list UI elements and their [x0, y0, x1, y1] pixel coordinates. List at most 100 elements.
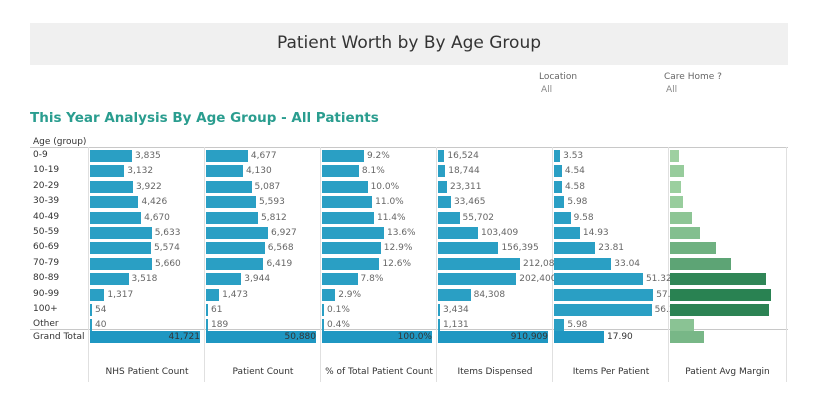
row-header: Age (group) — [33, 137, 87, 147]
filter-location-value: All — [541, 85, 553, 95]
bar-value-label: 5,574 — [154, 243, 180, 254]
bar-patient-count — [206, 211, 259, 224]
bar-value-label: 54 — [95, 305, 107, 315]
section-title: This Year Analysis By Age Group - All Pa… — [30, 110, 379, 126]
row-label-Other: Other — [33, 319, 59, 330]
bar-value-label: 5,633 — [154, 228, 181, 238]
bar-patient-avg-margin — [670, 227, 700, 239]
row-label-10-19: 10-19 — [33, 165, 60, 176]
grid-line-top — [30, 147, 788, 148]
total-bar — [322, 331, 432, 343]
bar-items-dispensed — [438, 165, 446, 178]
bar-items-per-patient — [554, 257, 612, 270]
bar-patient-avg-margin — [670, 196, 684, 209]
total-value-label: 50,880 — [284, 332, 317, 342]
bar-items-per-patient — [554, 165, 562, 178]
column-divider — [786, 147, 787, 382]
bar-patient-avg-margin — [670, 150, 679, 162]
bar-value-label: 33,465 — [453, 197, 486, 208]
bar-patient-count — [206, 273, 242, 286]
total-bar — [554, 331, 604, 343]
bar-value-label: 23,311 — [450, 181, 482, 192]
bar-value-label: 4,426 — [141, 197, 168, 208]
bar-nhs-patient-count — [90, 211, 142, 224]
column-divider — [668, 147, 669, 382]
column-title: Patient Avg Margin — [685, 367, 770, 377]
bar-value-label: 4.58 — [564, 181, 585, 192]
bar-patient-count — [206, 227, 268, 239]
bar-value-label: 23.81 — [598, 243, 625, 254]
bar-patient-count — [206, 165, 243, 178]
filter-care-home-value: All — [666, 85, 678, 95]
bar-patient-avg-margin — [670, 304, 769, 316]
bar-patient-avg-margin — [670, 257, 731, 270]
row-label-80-89: 80-89 — [33, 273, 60, 284]
bar-value-label: 212,086 — [523, 258, 561, 269]
grid-line-total — [30, 329, 788, 330]
column-title: % of Total Patient Count — [325, 367, 433, 377]
filter-location-label: Location — [539, 72, 578, 82]
bar-value-label: 10.0% — [370, 181, 400, 192]
bar--of-total-patient-count — [322, 257, 380, 270]
bar--of-total-patient-count — [322, 319, 324, 332]
bar-value-label: 3,944 — [244, 274, 271, 285]
bar-value-label: 61 — [211, 305, 223, 315]
row-label-0-9: 0-9 — [33, 150, 48, 160]
bar-items-per-patient — [554, 196, 565, 209]
bar-value-label: 3,835 — [135, 151, 161, 161]
bar--of-total-patient-count — [322, 150, 364, 162]
bar-value-label: 7.8% — [360, 274, 384, 285]
bar-items-dispensed — [438, 180, 447, 193]
bar-value-label: 4,130 — [245, 166, 272, 177]
bar-value-label: 5,812 — [261, 212, 287, 223]
bar-value-label: 1,131 — [443, 320, 469, 331]
bar-value-label: 3,518 — [131, 274, 158, 285]
bar--of-total-patient-count — [322, 196, 373, 209]
bar-nhs-patient-count — [90, 288, 105, 301]
grand-total-label: Grand Total — [33, 332, 85, 342]
bar-value-label: 5.98 — [567, 320, 588, 331]
bar-value-label: 16,524 — [447, 151, 479, 161]
bar-value-label: 6,568 — [267, 243, 294, 254]
filter-location[interactable]: Location All — [539, 71, 577, 97]
total-bar — [670, 331, 705, 343]
bar--of-total-patient-count — [322, 242, 381, 255]
row-label-50-59: 50-59 — [33, 227, 60, 237]
bar-nhs-patient-count — [90, 304, 92, 316]
bar-patient-avg-margin — [670, 242, 717, 255]
column-divider — [204, 147, 205, 382]
bar-value-label: 56.30 — [654, 305, 681, 315]
bar-nhs-patient-count — [90, 227, 152, 239]
bar--of-total-patient-count — [322, 165, 359, 178]
column-title: Items Dispensed — [457, 367, 533, 377]
bar-patient-count — [206, 150, 248, 162]
column-divider — [436, 147, 437, 382]
bar-patient-count — [206, 304, 208, 316]
bar-value-label: 8.1% — [361, 166, 385, 177]
bar-items-dispensed — [438, 227, 478, 239]
bar-value-label: 12.6% — [382, 258, 412, 269]
bar-value-label: 5,593 — [259, 197, 285, 208]
bar-value-label: 57.24 — [656, 289, 682, 301]
bar-value-label: 18,744 — [448, 166, 480, 177]
bar-items-per-patient — [554, 211, 571, 224]
filter-care-home[interactable]: Care Home ? All — [664, 71, 722, 97]
total-bar — [206, 331, 316, 343]
bar-value-label: 3,132 — [127, 166, 154, 177]
filter-care-home-label: Care Home ? — [664, 72, 722, 82]
bar-patient-count — [206, 242, 265, 255]
bar-value-label: 3.53 — [563, 151, 584, 161]
bar-value-label: 0.1% — [327, 305, 350, 315]
bar--of-total-patient-count — [322, 180, 368, 193]
row-label-30-39: 30-39 — [33, 196, 60, 207]
bar-patient-avg-margin — [670, 319, 695, 332]
bar-value-label: 5,660 — [155, 258, 181, 269]
row-label-100+: 100+ — [33, 304, 58, 314]
bar-items-per-patient — [554, 180, 562, 193]
bar-patient-count — [206, 180, 252, 193]
bar-items-per-patient — [554, 273, 643, 286]
bar-value-label: 156,395 — [501, 243, 539, 254]
bar-value-label: 4,677 — [250, 151, 277, 161]
bar-value-label: 84,308 — [473, 289, 506, 300]
bar-items-per-patient — [554, 319, 565, 332]
